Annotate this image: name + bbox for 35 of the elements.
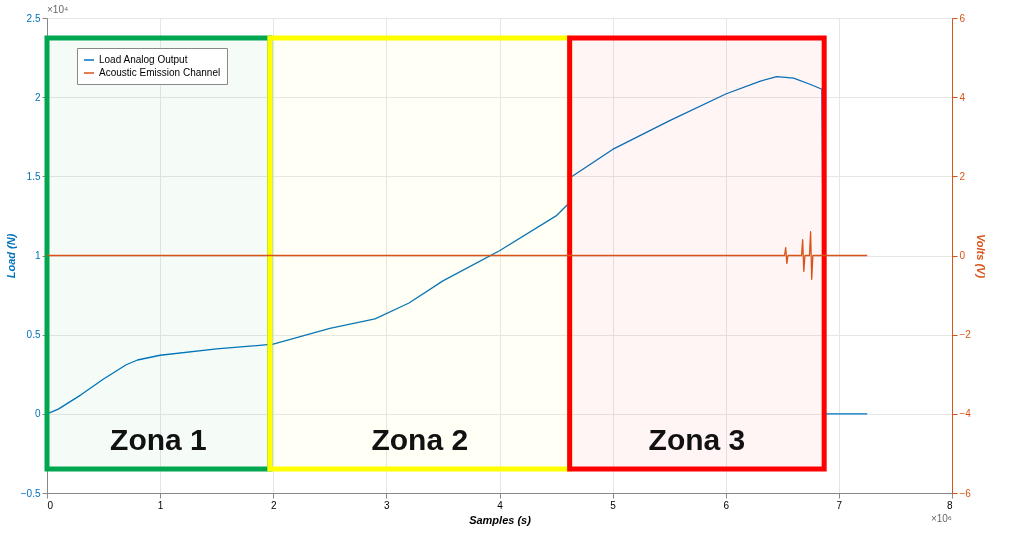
y-tick-label: 0.5 xyxy=(26,329,41,341)
y-tick-label: 2.5 xyxy=(26,12,41,24)
y2-tick-label: 0 xyxy=(959,250,966,261)
x-tick-label: 4 xyxy=(497,499,504,511)
band-label: Zona 3 xyxy=(648,423,746,456)
x-tick-label: 8 xyxy=(946,499,953,511)
y2-tick-label: −6 xyxy=(959,487,972,499)
y-tick-label: −0.5 xyxy=(20,487,41,499)
text: ×10⁴ xyxy=(47,4,69,15)
y-tick-label: 1.5 xyxy=(26,170,41,182)
x-tick-label: 6 xyxy=(723,499,730,511)
y2-tick-label: −4 xyxy=(959,408,972,420)
x-tick-label: 3 xyxy=(384,499,391,511)
y2-tick-label: 2 xyxy=(959,170,966,182)
y2-tick-label: 4 xyxy=(959,91,966,103)
y-tick-label: 2 xyxy=(34,91,41,103)
x-tick-label: 2 xyxy=(270,499,277,511)
y-axis-title: Load (N) xyxy=(4,233,17,279)
x-axis-title: Samples (s) xyxy=(469,513,532,526)
y2-axis-title: Volts (V) xyxy=(974,233,987,279)
x-tick-label: 5 xyxy=(610,499,617,511)
y-tick-label: 1 xyxy=(34,250,41,261)
line-series xyxy=(46,75,868,415)
x-tick-label: 7 xyxy=(836,499,843,511)
x-tick-label: 0 xyxy=(47,499,54,511)
x-tick-label: 1 xyxy=(157,499,164,511)
y-tick-label: 0 xyxy=(34,408,41,420)
legend-label: Load Analog Output xyxy=(99,54,188,65)
band-label: Zona 2 xyxy=(371,423,469,456)
y2-tick-label: 6 xyxy=(959,12,966,24)
band-label: Zona 1 xyxy=(110,423,207,456)
text: ×10⁶ xyxy=(930,513,952,524)
legend-label: Acoustic Emission Channel xyxy=(99,67,221,78)
y2-tick-label: −2 xyxy=(959,329,972,341)
line-series xyxy=(46,231,868,280)
